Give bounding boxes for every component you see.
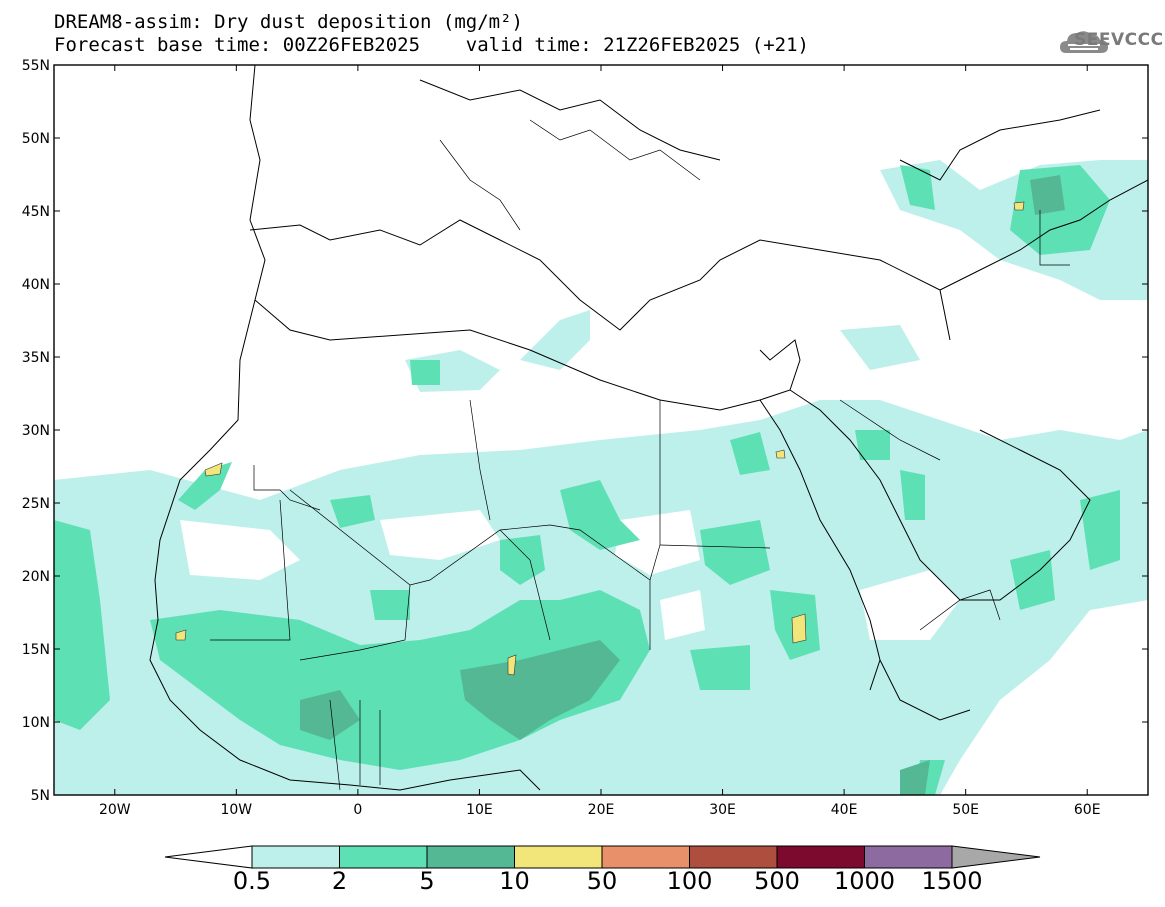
colorbar-under-arrow [164,845,253,869]
deposition-shading [54,65,1148,795]
lon-tick-label: 60E [1074,802,1101,818]
colorbar-label: 500 [754,867,800,895]
lon-tick-label: 20W [99,802,131,818]
cloud-icon [1060,31,1108,53]
colorbar-swatch [776,845,865,869]
lat-tick-label: 15N [22,642,50,658]
country-borders [210,119,1070,791]
colorbar-label: 100 [667,867,713,895]
lat-tick-label: 10N [22,715,50,731]
lat-tick-label: 55N [22,58,50,74]
colorbar-swatch [514,845,603,869]
lon-tick-label: 40E [831,802,858,818]
colorbar-swatch [251,845,340,869]
colorbar-label: 5 [419,867,434,895]
color-legend: 0.5 2 5 10 50 100 500 1000 1500 [164,845,1041,895]
lat-tick-label: 45N [22,204,50,220]
map-title: DREAM8-assim: Dry dust deposition (mg/m²… [54,11,523,33]
colorbar-label: 50 [587,867,618,895]
logo-text: SEEVCCC [1074,30,1164,50]
colorbar-over-arrow [951,845,1041,869]
colorbar-label: 0.5 [233,867,271,895]
coastlines [149,65,1148,791]
lat-tick-label: 30N [22,423,50,439]
colorbar-label: 10 [499,867,530,895]
colorbar-label: 1500 [921,867,982,895]
lon-tick-label: 10E [466,802,493,818]
colorbar-swatch [689,845,778,869]
lat-tick-label: 50N [22,131,50,147]
forecast-time-subtitle: Forecast base time: 00Z26FEB2025 valid t… [54,34,809,56]
lat-tick-label: 20N [22,569,50,585]
lat-tick-label: 35N [22,350,50,366]
lat-tick-label: 40N [22,277,50,293]
lon-tick-label: 50E [952,802,979,818]
lat-tick-label: 5N [31,788,50,804]
lon-tick-label: 0 [353,802,362,818]
colorbar-label: 2 [332,867,347,895]
colorbar-label: 1000 [834,867,895,895]
lat-tick-label: 25N [22,496,50,512]
lon-tick-label: 30E [709,802,736,818]
longitude-axis: 20W 10W 0 10E 20E 30E 40E 50E 60E [99,65,1101,818]
colorbar-swatch [601,845,690,869]
lon-tick-label: 20E [588,802,615,818]
colorbar-swatch [339,845,428,869]
colorbar-swatch [426,845,515,869]
lon-tick-label: 10W [220,802,252,818]
colorbar-swatch [864,845,953,869]
latitude-axis: 5N 10N 15N 20N 25N 30N 35N 40N 45N 50N 55N [22,58,1148,804]
